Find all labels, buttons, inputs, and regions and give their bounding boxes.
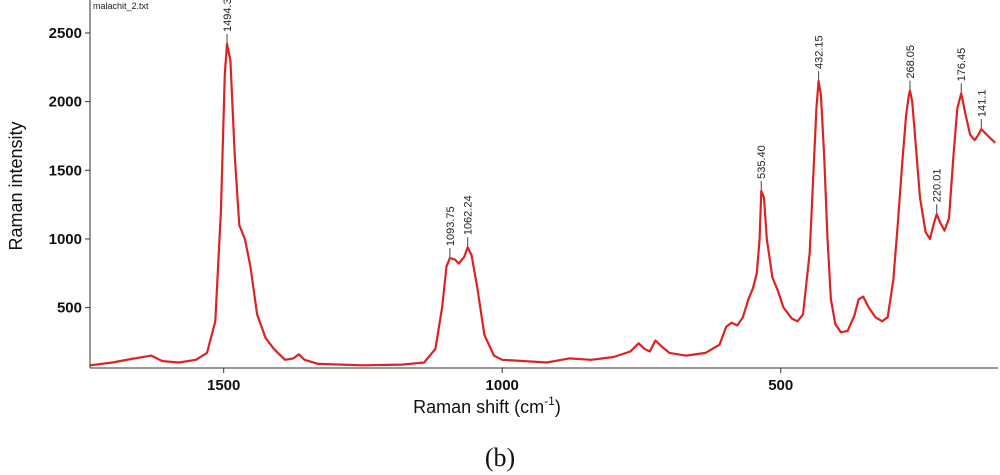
peak-labels: 1494.34 1093.75 1062.24 535.40 432.15 268.05 2… — [222, 0, 988, 258]
x-tick-label: 1500 — [207, 377, 240, 394]
spectrum-line — [90, 42, 996, 367]
x-axis-title: Raman shift (cm-1) — [413, 394, 561, 417]
y-axis-title: Raman intensity — [6, 121, 26, 250]
peak-label: 220.01 — [932, 169, 944, 203]
x-tick-label: 1000 — [486, 377, 519, 394]
y-tick-label: 2000 — [49, 94, 82, 111]
peak-label: 141.1 — [976, 90, 988, 118]
peak-label: 176.45 — [956, 48, 968, 82]
x-tick-label: 500 — [768, 377, 793, 394]
axis-ticks: 500 1000 1500 2000 2500 1500 1000 500 — [49, 25, 794, 394]
figure-caption: (b) — [485, 443, 515, 472]
y-tick-label: 500 — [57, 300, 82, 317]
x-axis-title-end: ) — [555, 397, 561, 417]
peak-label: 268.05 — [905, 45, 917, 79]
peak-label: 1093.75 — [445, 206, 457, 246]
peak-label: 1062.24 — [463, 195, 475, 235]
y-tick-label: 1500 — [49, 162, 82, 179]
x-axis-title-superscript: -1 — [544, 394, 555, 408]
x-axis-title-main: Raman shift (cm — [413, 397, 544, 417]
peak-label: 1494.34 — [222, 0, 234, 32]
peak-label: 432.15 — [814, 35, 826, 69]
y-tick-label: 1000 — [49, 231, 82, 248]
file-name-label: malachit_2.txt — [93, 1, 149, 11]
y-tick-label: 2500 — [49, 25, 82, 42]
plot-area: 1494.34 1093.75 1062.24 535.40 432.15 268.05 2… — [90, 0, 996, 367]
peak-label: 535.40 — [756, 145, 768, 179]
